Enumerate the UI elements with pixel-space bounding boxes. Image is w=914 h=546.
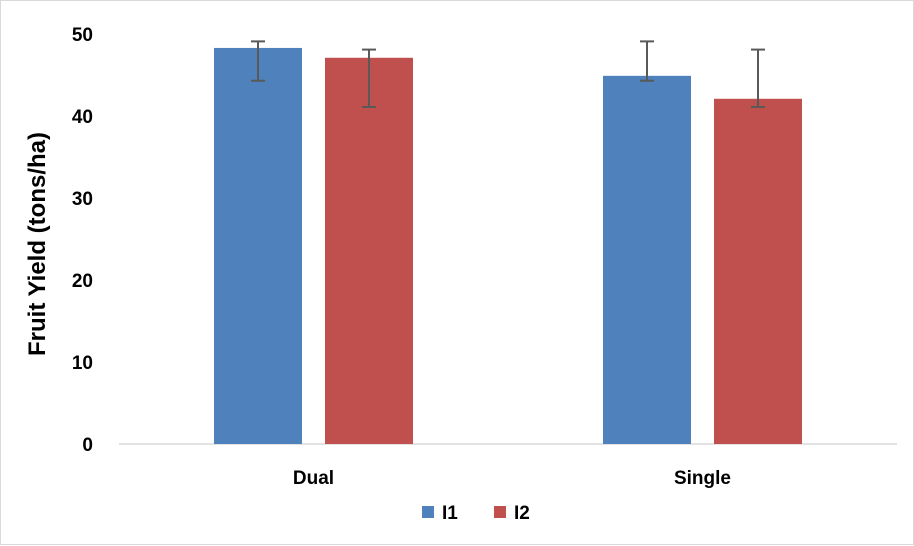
y-tick-label-20: 20 bbox=[72, 271, 93, 292]
category-labels: Dual Single bbox=[293, 468, 731, 489]
y-tick-label-0: 0 bbox=[82, 435, 93, 456]
y-tick-label-30: 30 bbox=[72, 189, 93, 210]
y-axis-title: Fruit Yield (tons/ha) bbox=[24, 132, 51, 356]
y-tick-label-40: 40 bbox=[72, 107, 93, 128]
category-label-single: Single bbox=[674, 468, 731, 489]
y-axis-ticks: 0 10 20 30 40 50 bbox=[72, 25, 93, 456]
bar-i2-single bbox=[714, 98, 802, 444]
legend-swatch-i1 bbox=[422, 506, 434, 518]
bar-i1-single bbox=[603, 75, 691, 444]
bars-group bbox=[214, 47, 802, 444]
error-bar-i2-single bbox=[751, 48, 765, 108]
bar-i2-dual bbox=[325, 57, 413, 444]
y-tick-label-10: 10 bbox=[72, 353, 93, 374]
error-bar-i1-single bbox=[640, 40, 654, 82]
error-bar-i1-dual bbox=[251, 40, 265, 82]
error-bars-group bbox=[251, 40, 765, 108]
legend-label-i2: I2 bbox=[514, 503, 530, 524]
y-tick-label-50: 50 bbox=[72, 25, 93, 46]
error-bar-i2-dual bbox=[362, 48, 376, 108]
legend-swatch-i2 bbox=[494, 506, 506, 518]
category-label-dual: Dual bbox=[293, 468, 334, 489]
legend: I1 I2 bbox=[422, 503, 530, 524]
bar-i1-dual bbox=[214, 47, 302, 444]
legend-label-i1: I1 bbox=[442, 503, 458, 524]
